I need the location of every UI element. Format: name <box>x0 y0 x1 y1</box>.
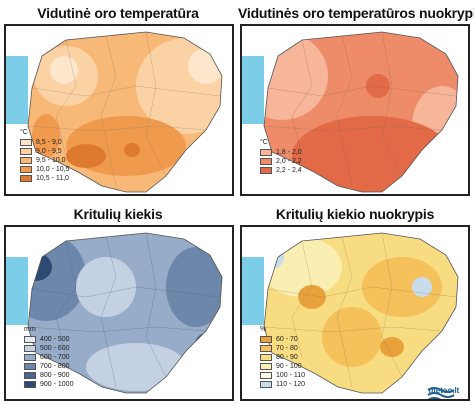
wave-logo-icon <box>427 387 455 399</box>
legend-swatch <box>260 167 272 174</box>
legend-swatch <box>260 345 272 352</box>
sea-area <box>242 56 264 124</box>
panel-title-precipitation: Kritulių kiekis <box>73 206 163 222</box>
district-boundaries <box>27 232 221 388</box>
sea-area <box>242 257 264 325</box>
sea-area <box>6 257 28 325</box>
legend-precipitation-anomaly: % 60 - 70 70 - 80 80 - 90 90 - 100 100 -… <box>260 325 305 389</box>
legend-swatch <box>260 149 272 156</box>
legend-label: 8,5 - 9,0 <box>36 139 62 146</box>
map-precipitation-anomaly <box>242 232 459 394</box>
legend-swatch <box>24 363 36 370</box>
legend-swatch <box>24 381 36 388</box>
map-mean-temperature <box>6 31 223 193</box>
legend-unit: % <box>260 326 267 333</box>
legend-swatch <box>20 148 32 155</box>
legend-swatch <box>260 158 272 165</box>
map-panel-mean-temperature: °C 8,5 - 9,0 9,0 - 9,5 9,5 - 10,0 10,0 -… <box>4 24 234 196</box>
legend-label: 2,0 - 2,2 <box>276 158 302 165</box>
legend-label: 110 - 120 <box>276 381 306 388</box>
legend-mean-temperature: °C 8,5 - 9,0 9,0 - 9,5 9,5 - 10,0 10,0 -… <box>20 128 69 183</box>
legend-swatch <box>260 354 272 361</box>
legend-label: 9,5 - 10,0 <box>36 157 66 164</box>
panel-title-precipitation-anomaly: Kritulių kiekio nuokrypis <box>275 206 435 222</box>
legend-label: 400 - 500 <box>40 336 70 343</box>
legend-label: 100 - 110 <box>276 372 306 379</box>
legend-label: 10,0 - 10,5 <box>36 166 70 173</box>
legend-swatch <box>20 175 32 182</box>
legend-label: 9,0 - 9,5 <box>36 148 62 155</box>
country-outline <box>27 232 223 394</box>
legend-label: 60 - 70 <box>276 336 298 343</box>
legend-label: 90 - 100 <box>276 363 302 370</box>
legend-swatch <box>20 166 32 173</box>
district-boundaries <box>263 31 457 187</box>
legend-swatch <box>20 139 32 146</box>
legend-unit: °C <box>260 139 268 146</box>
legend-precipitation: mm 400 - 500 500 - 600 600 - 700 700 - 8… <box>24 325 73 389</box>
legend-label: 700 - 800 <box>40 363 70 370</box>
country-outline <box>263 31 459 193</box>
legend-unit: mm <box>24 326 36 333</box>
country-outline <box>263 232 459 394</box>
legend-label: 80 - 90 <box>276 354 298 361</box>
legend-label: 500 - 600 <box>40 345 70 352</box>
legend-swatch <box>260 381 272 388</box>
map-temperature-anomaly <box>242 31 459 193</box>
legend-swatch <box>24 372 36 379</box>
district-boundaries <box>263 232 457 388</box>
legend-label: 600 - 700 <box>40 354 70 361</box>
legend-swatch <box>24 345 36 352</box>
legend-label: 2,2 - 2,4 <box>276 167 302 174</box>
legend-swatch <box>24 336 36 343</box>
legend-swatch <box>260 372 272 379</box>
legend-temperature-anomaly: °C 1,8 - 2,0 2,0 - 2,2 2,2 - 2,4 <box>260 138 302 175</box>
map-panel-precipitation-anomaly: % 60 - 70 70 - 80 80 - 90 90 - 100 100 -… <box>240 225 470 401</box>
legend-swatch <box>24 354 36 361</box>
legend-label: 70 - 80 <box>276 345 298 352</box>
legend-swatch <box>260 336 272 343</box>
legend-label: 1,8 - 2,0 <box>276 149 302 156</box>
legend-unit: °C <box>20 129 28 136</box>
legend-swatch <box>260 363 272 370</box>
district-boundaries <box>27 31 221 187</box>
country-outline <box>27 31 223 193</box>
legend-label: 10,5 - 11,0 <box>36 175 69 182</box>
legend-swatch <box>20 157 32 164</box>
panel-title-temperature-anomaly: Vidutinės oro temperatūros nuokrypis <box>238 5 474 21</box>
legend-label: 800 - 900 <box>40 372 70 379</box>
legend-label: 900 - 1000 <box>40 381 74 388</box>
panel-title-mean-temperature: Vidutinė oro temperatūra <box>37 5 199 21</box>
map-precipitation <box>6 232 223 394</box>
map-panel-temperature-anomaly: °C 1,8 - 2,0 2,0 - 2,2 2,2 - 2,4 <box>240 24 470 196</box>
meteo-logo: meteo.lt <box>426 386 462 399</box>
map-panel-precipitation: mm 400 - 500 500 - 600 600 - 700 700 - 8… <box>4 225 234 401</box>
sea-area <box>6 56 28 124</box>
